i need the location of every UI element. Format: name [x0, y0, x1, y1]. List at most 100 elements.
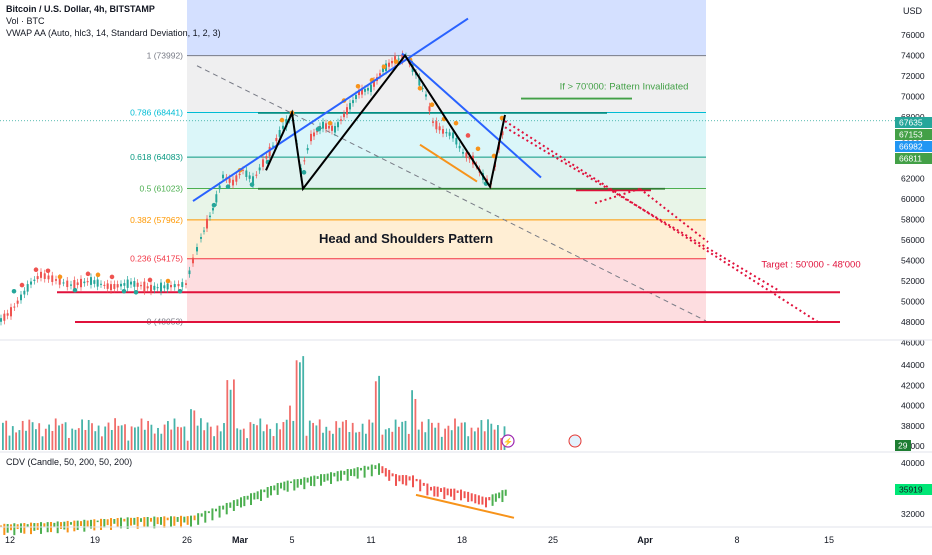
time-tick-label: 25 [548, 535, 558, 545]
volume-bar [325, 426, 328, 450]
volume-bar [229, 389, 232, 450]
volume-bar [470, 427, 473, 450]
candle-body [232, 179, 234, 186]
candle-body [181, 282, 184, 288]
volume-bar [97, 425, 100, 450]
cdv-candle [222, 505, 225, 510]
signal-dot [453, 120, 459, 126]
volume-tick-label: 38000 [901, 421, 925, 431]
cdv-candle [419, 479, 422, 492]
volume-bar [398, 426, 400, 450]
price-tag [895, 129, 932, 140]
fib-zone-fill [187, 188, 706, 220]
signal-dot [72, 287, 78, 293]
signal-dot [301, 170, 307, 175]
cdv-candle [236, 499, 239, 506]
cdv-candle [290, 481, 292, 484]
cdv-candle [163, 516, 166, 528]
candle-body [222, 174, 224, 179]
volume-bar [176, 426, 179, 450]
volume-legend: Vol · BTC [6, 16, 45, 26]
volume-bar [332, 433, 334, 450]
volume-bar [477, 427, 479, 450]
cdv-candle [293, 479, 296, 491]
volume-bar [236, 428, 239, 450]
signal-dot [147, 277, 153, 283]
fib-label: 0.618 (64083) [130, 152, 183, 162]
cdv-candle [430, 486, 432, 491]
cdv-candle [316, 476, 319, 479]
volume-bar [127, 440, 130, 450]
candle-body [370, 84, 372, 93]
cdv-candle [70, 522, 72, 525]
cdv-candle [343, 470, 346, 475]
volume-bar [328, 430, 331, 450]
time-tick-label: Mar [232, 535, 249, 545]
cdv-candle [378, 463, 380, 475]
volume-bar [143, 429, 146, 450]
fib-zone-fill [187, 258, 706, 322]
cdv-candle [467, 491, 470, 502]
cdv-candle [415, 478, 418, 482]
candle-body [192, 257, 194, 264]
volume-bar [11, 426, 14, 450]
volume-bar [213, 436, 215, 450]
cdv-candle [422, 482, 425, 486]
vwap-legend: VWAP AA (Auto, hlc3, 14, Standard Deviat… [6, 28, 221, 38]
cdv-candle [253, 492, 256, 500]
volume-bar [183, 426, 186, 450]
volume-bar [44, 428, 47, 450]
volume-bar [299, 362, 301, 450]
price-tick-label: 76000 [901, 30, 925, 40]
candle-body [173, 284, 176, 288]
volume-bar [94, 431, 97, 450]
volume-bar [68, 437, 70, 450]
cdv-candle [36, 523, 39, 530]
volume-bar [147, 420, 149, 450]
cdv-candle [166, 517, 169, 521]
cdv-candle [491, 494, 494, 506]
volume-bar [2, 422, 4, 450]
cdv-candle [243, 496, 246, 507]
cdv-candle [436, 486, 439, 497]
volume-bar [190, 409, 192, 450]
cdv-candle [200, 513, 203, 517]
volume-bar [490, 423, 493, 450]
candle-body [331, 125, 333, 131]
volume-bar [246, 438, 248, 450]
cdv-candle [43, 523, 46, 528]
cdv-candle [374, 465, 377, 470]
cdv-candle [340, 470, 342, 481]
price-tick-label: 74000 [901, 51, 925, 61]
volume-bar [371, 422, 374, 450]
cdv-candle [494, 493, 497, 502]
cdv-divergence-line [415, 493, 515, 519]
volume-bar [239, 429, 242, 450]
candle-body [268, 146, 271, 157]
cdv-candle [6, 524, 9, 533]
candle-body [196, 247, 198, 252]
cdv-candle [326, 473, 329, 481]
volume-bar [365, 433, 367, 450]
candle-body [397, 58, 400, 60]
volume-bar [196, 425, 199, 450]
candle-body [185, 283, 187, 285]
candle-body [379, 73, 381, 76]
cdv-candle [286, 480, 289, 492]
volume-bar [335, 421, 338, 450]
candle-body [146, 286, 149, 289]
price-tag [895, 153, 932, 164]
candle-body [103, 284, 106, 286]
cdv-candle [150, 517, 152, 522]
cdv-candle [481, 496, 484, 505]
candle-body [313, 132, 315, 137]
candle-body [177, 283, 180, 287]
cdv-candle [80, 521, 82, 526]
cdv-candle [336, 471, 339, 482]
price-tick-label: 72000 [901, 71, 925, 81]
fib-label: 0.382 (57962) [130, 215, 183, 225]
cdv-candle [346, 469, 349, 481]
price-tick-label: 60000 [901, 194, 925, 204]
cdv-candle [123, 518, 126, 522]
